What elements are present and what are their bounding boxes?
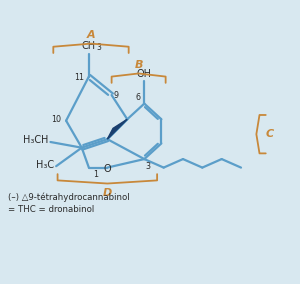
Text: 9: 9: [113, 91, 118, 100]
Text: 3: 3: [146, 162, 151, 172]
Text: = THC = dronabinol: = THC = dronabinol: [8, 205, 94, 214]
Text: 6: 6: [136, 93, 141, 102]
Text: D: D: [103, 188, 112, 198]
Text: O: O: [103, 164, 111, 174]
Text: 10: 10: [51, 115, 61, 124]
Text: C: C: [266, 129, 274, 139]
Text: OH: OH: [137, 69, 152, 79]
Text: 3: 3: [97, 43, 102, 52]
Text: A: A: [87, 30, 95, 41]
Polygon shape: [107, 119, 127, 139]
Text: H₃C: H₃C: [23, 135, 41, 145]
Text: H: H: [41, 135, 49, 145]
Text: H₃C: H₃C: [36, 160, 54, 170]
Text: 1: 1: [93, 170, 98, 179]
Text: (–) △9-tétrahydrocannabinol: (–) △9-tétrahydrocannabinol: [8, 192, 129, 202]
Text: 11: 11: [74, 73, 84, 82]
Text: B: B: [134, 60, 143, 70]
Text: CH: CH: [82, 41, 96, 51]
